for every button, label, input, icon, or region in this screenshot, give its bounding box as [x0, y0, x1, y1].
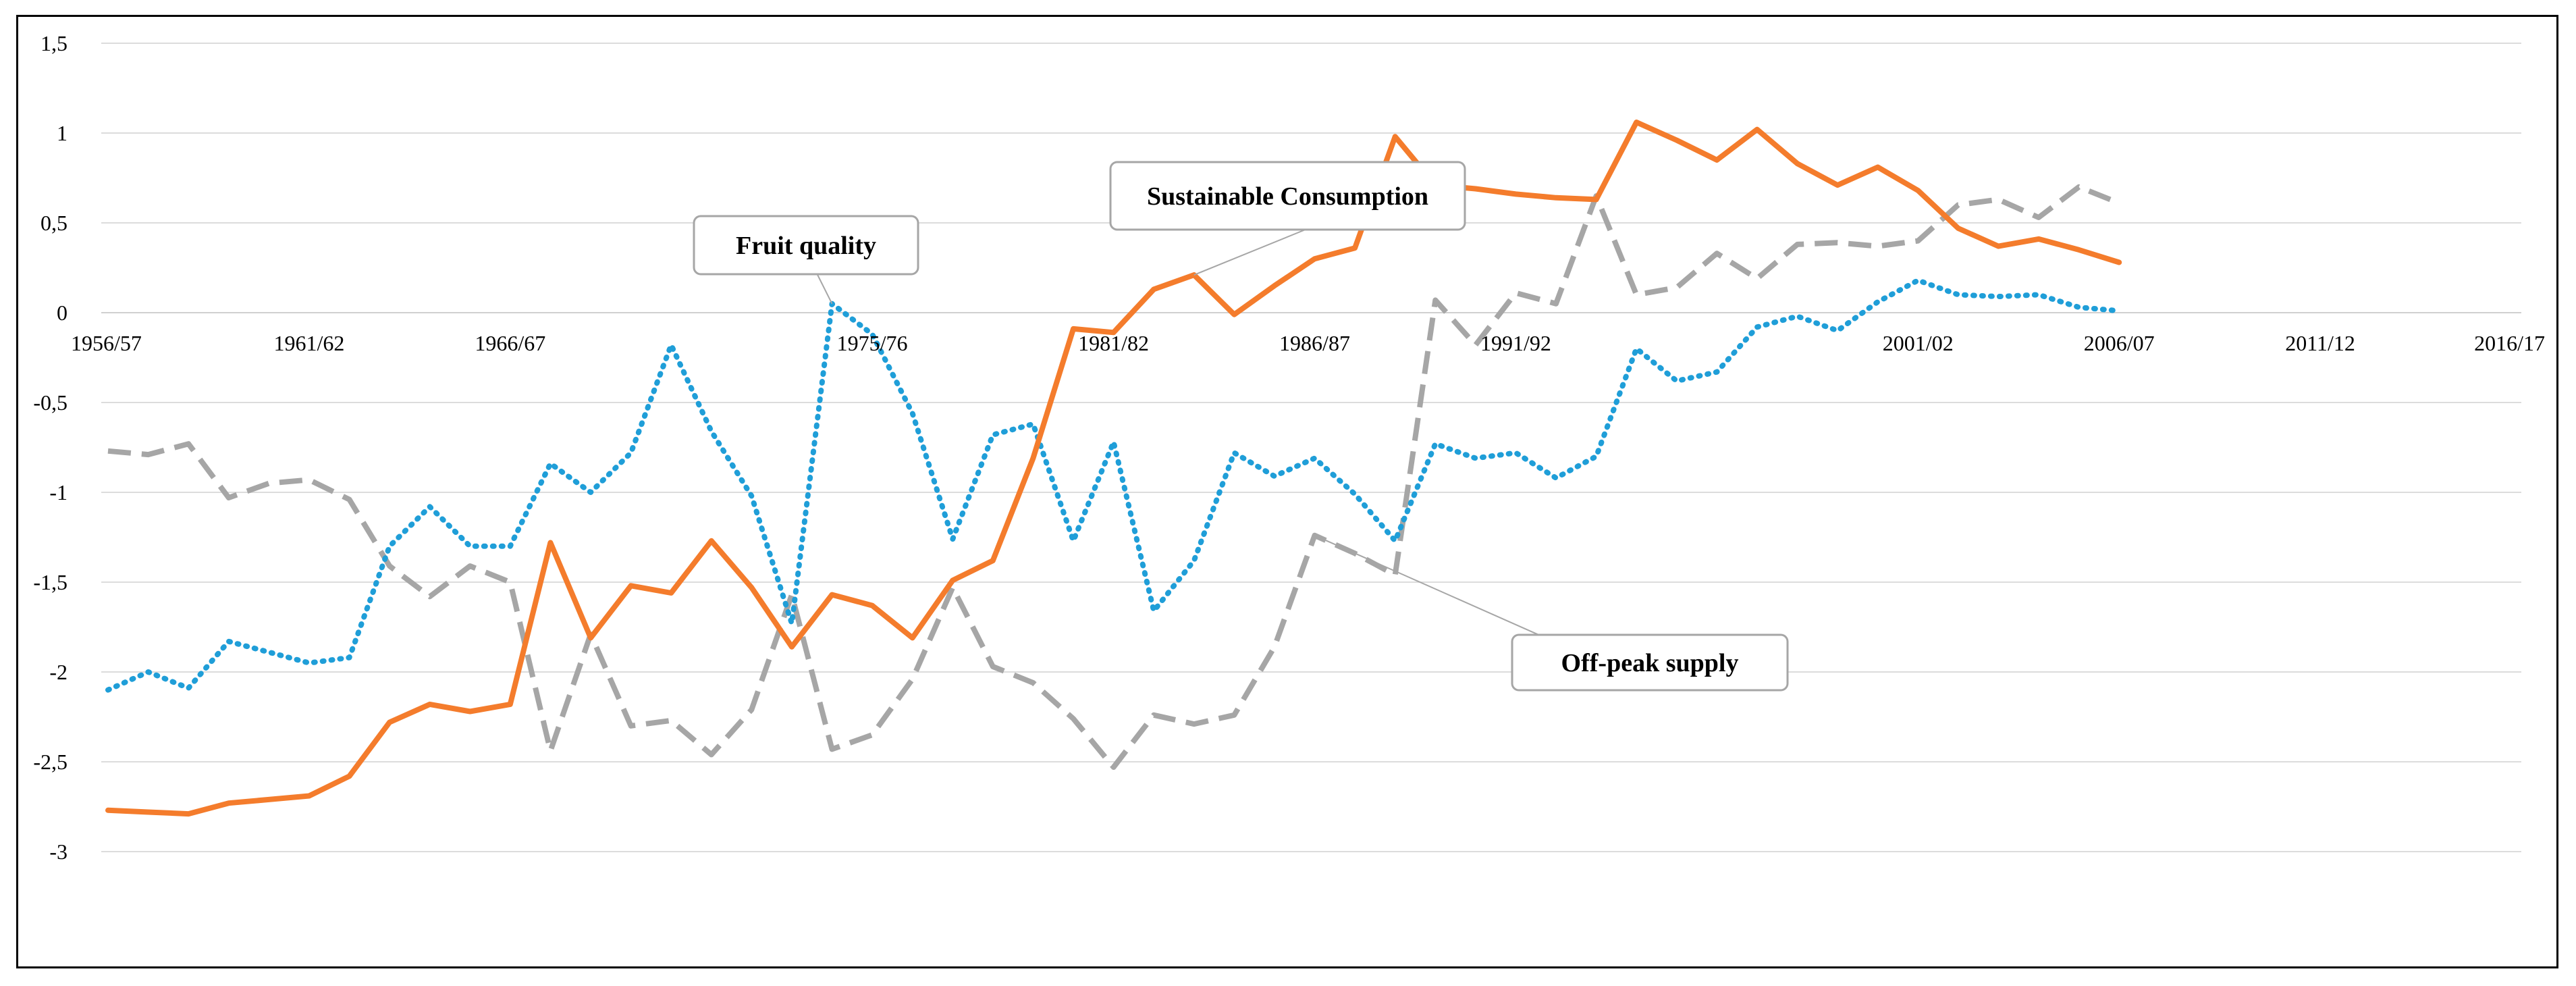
annotation-box: [1511, 633, 1789, 692]
series-lines: [105, 120, 2122, 817]
x-tick-label: 1991/92: [1480, 331, 1551, 355]
y-tick-label: 0,5: [41, 211, 68, 235]
x-tick-label: 2006/07: [2084, 331, 2155, 355]
series-line-fruit-quality: [105, 278, 2122, 693]
y-tick-label: -1: [49, 480, 68, 504]
gridlines: [101, 43, 2521, 852]
y-tick-label: 1: [57, 121, 68, 145]
annotation-box: [693, 215, 919, 276]
annotation-label: Off-peak supply: [1561, 649, 1739, 677]
annotation-callout: Fruit quality: [693, 215, 919, 305]
annotation-callout: Off-peak supply: [1314, 534, 1789, 692]
y-tick-label: -2,5: [33, 750, 68, 774]
annotation-callout: Sustainable Consumption: [1109, 161, 1466, 276]
annotation-leader: [1193, 229, 1306, 276]
annotation-label: Fruit quality: [736, 232, 876, 260]
series-line-off-peak-supply: [107, 184, 2120, 770]
y-tick-label: -3: [49, 839, 68, 864]
x-tick-label: 2016/17: [2474, 331, 2545, 355]
y-axis-ticks: 1,5 1 0,5 0 -0,5 -1 -1,5 -2 -2,5 -3: [33, 31, 68, 864]
x-tick-label: 1956/57: [71, 331, 142, 355]
annotation-label: Sustainable Consumption: [1147, 182, 1428, 211]
y-tick-label: 1,5: [41, 31, 68, 55]
annotations: Fruit quality Sustainable Consumption Off-…: [693, 161, 1789, 692]
x-axis-ticks: 1956/57 1961/62 1966/67 1975/76 1981/82 1986/…: [71, 331, 2545, 355]
x-tick-label: 1961/62: [273, 331, 344, 355]
y-tick-label: -0,5: [33, 390, 68, 415]
annotation-leader: [816, 274, 833, 305]
x-tick-label: 2001/02: [1883, 331, 1954, 355]
series-line-sustainable-consumption: [105, 120, 2122, 817]
x-tick-label: 1975/76: [837, 331, 908, 355]
y-tick-label: -1,5: [33, 570, 68, 594]
x-tick-label: 1966/67: [475, 331, 545, 355]
y-tick-label: 0: [57, 301, 68, 325]
x-tick-label: 1981/82: [1078, 331, 1149, 355]
annotation-box: [1109, 161, 1466, 231]
x-tick-label: 1986/87: [1279, 331, 1350, 355]
y-tick-label: -2: [49, 660, 68, 684]
x-tick-label: 2011/12: [2285, 331, 2355, 355]
